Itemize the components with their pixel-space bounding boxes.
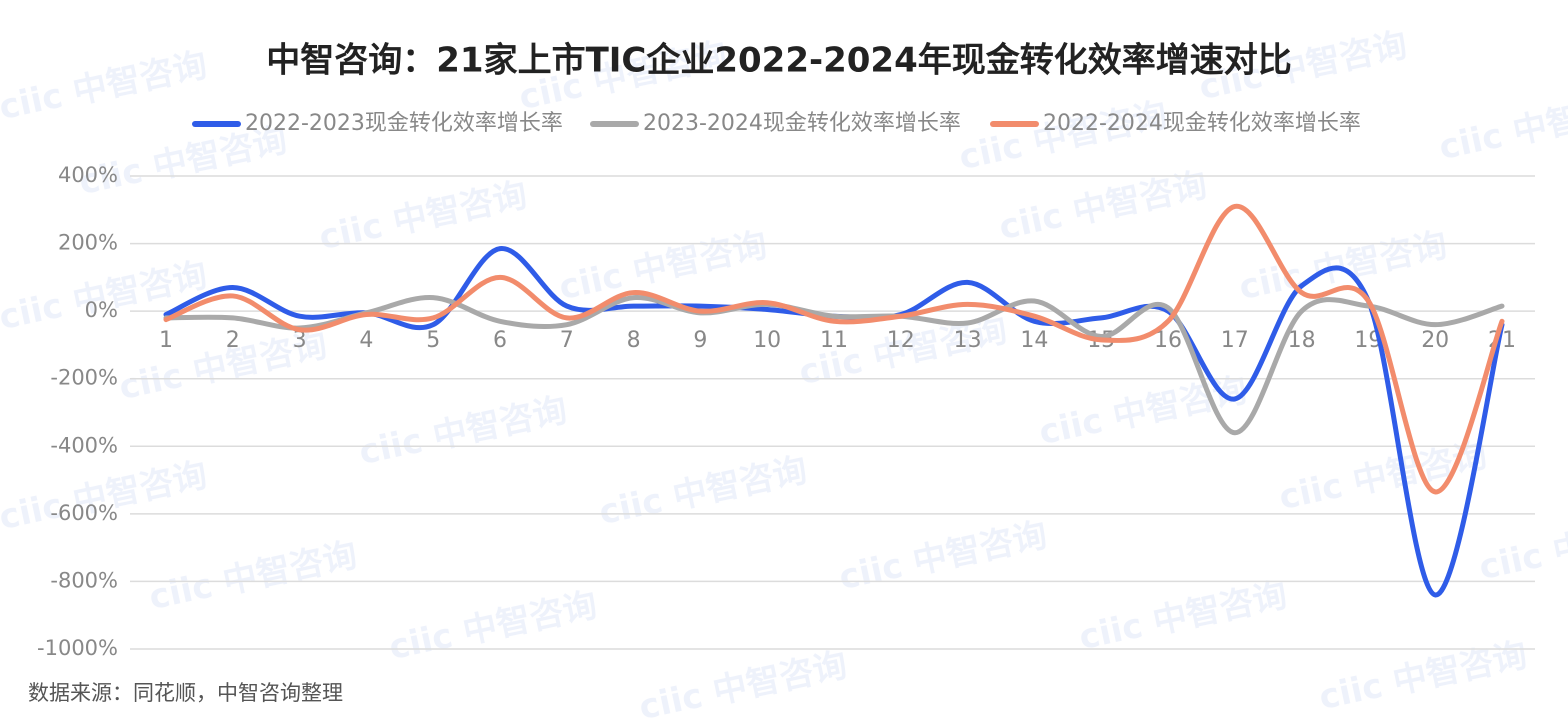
x-tick-label: 14	[1020, 328, 1048, 353]
x-tick-label: 16	[1154, 328, 1182, 353]
y-tick-label: 200%	[58, 231, 118, 255]
source-note: 数据来源：同花顺，中智咨询整理	[28, 681, 343, 705]
x-tick-label: 5	[426, 328, 440, 353]
x-tick-label: 1	[159, 328, 173, 353]
y-tick-label: 0%	[85, 298, 118, 322]
x-tick-label: 12	[887, 328, 915, 353]
series-line	[163, 295, 1505, 436]
x-tick-label: 20	[1421, 328, 1449, 353]
x-tick-label: 13	[954, 328, 982, 353]
x-tick-label: 10	[753, 328, 781, 353]
legend-label: 2022-2024现金转化效率增长率	[1043, 111, 1361, 136]
y-tick-label: -800%	[50, 568, 118, 592]
x-tick-label: 11	[820, 328, 848, 353]
y-tick-label: 400%	[58, 163, 118, 187]
chart-title: 中智咨询：21家上市TIC企业2022-2024年现金转化效率增速对比	[266, 41, 1291, 81]
x-tick-label: 2	[226, 328, 240, 353]
x-tick-label: 18	[1288, 328, 1316, 353]
y-tick-label: -400%	[50, 433, 118, 457]
x-tick-label: 9	[693, 328, 707, 353]
x-tick-label: 3	[293, 328, 307, 353]
x-tick-label: 6	[493, 328, 507, 353]
legend-label: 2022-2023现金转化效率增长率	[245, 111, 563, 136]
x-tick-label: 4	[359, 328, 373, 353]
x-tick-label: 8	[627, 328, 641, 353]
series-line	[163, 203, 1505, 495]
y-tick-label: -1000%	[37, 636, 118, 660]
x-tick-label: 7	[560, 328, 574, 353]
y-tick-label: -200%	[50, 366, 118, 390]
y-tick-label: -600%	[50, 501, 118, 525]
legend-label: 2023-2024现金转化效率增长率	[643, 111, 961, 136]
x-tick-label: 17	[1221, 328, 1249, 353]
